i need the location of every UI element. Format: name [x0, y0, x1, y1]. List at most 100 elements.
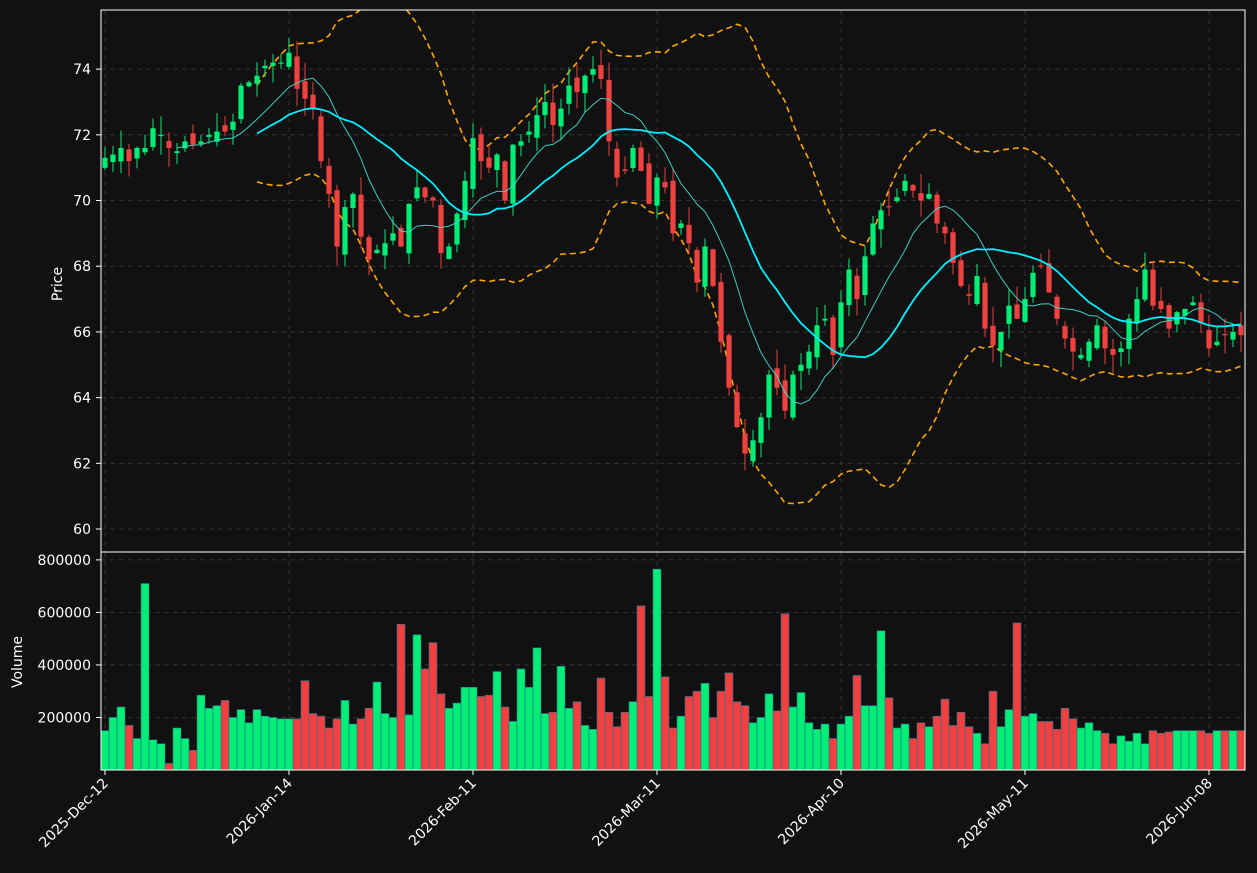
volume-bar: [772, 710, 782, 771]
candle-body: [398, 227, 404, 247]
candle-body: [206, 134, 212, 137]
candle-body: [1086, 341, 1092, 361]
candle-body: [870, 223, 876, 255]
candle-body: [990, 325, 996, 346]
volume-bar: [876, 630, 886, 771]
candle-body: [238, 85, 244, 120]
volume-bar: [804, 722, 814, 771]
candle-body: [550, 102, 556, 125]
candle-body: [1078, 354, 1084, 359]
candle-body: [790, 374, 796, 418]
candle-body: [230, 121, 236, 130]
candle-body: [878, 210, 884, 230]
volume-bar: [1204, 732, 1214, 771]
volume-bar: [868, 705, 878, 771]
candle-body: [294, 56, 300, 89]
volume-bar: [548, 711, 558, 771]
candle-body: [142, 147, 148, 153]
volume-bar: [1212, 730, 1222, 771]
candle-body: [262, 65, 268, 69]
candle-body: [982, 282, 988, 329]
volume-bar: [156, 743, 166, 771]
price-tick-label: 68: [73, 259, 91, 275]
candle-body: [1102, 326, 1108, 349]
volume-bars: [100, 568, 1246, 771]
candle-body: [126, 149, 132, 162]
volume-bar: [556, 665, 566, 771]
candlesticks: [102, 38, 1244, 471]
volume-bar: [372, 681, 382, 771]
volume-bar: [612, 726, 622, 771]
volume-tick-label: 400000: [38, 658, 91, 674]
candle-body: [1046, 263, 1052, 293]
price-tick-label: 64: [73, 391, 91, 407]
candle-body: [254, 75, 260, 84]
volume-bar: [164, 763, 174, 771]
candle-body: [854, 275, 860, 300]
volume-bar: [1140, 743, 1150, 771]
volume-bar: [620, 711, 630, 771]
volume-bar: [140, 583, 150, 771]
candle-body: [910, 185, 916, 191]
volume-bar: [1172, 730, 1182, 771]
volume-bar: [812, 728, 822, 771]
volume-bar: [252, 709, 262, 771]
volume-bar: [100, 730, 110, 771]
price-tick-label: 72: [73, 128, 91, 144]
candle-body: [846, 269, 852, 306]
volume-bar: [1028, 713, 1038, 771]
candle-body: [1214, 341, 1220, 346]
candle-body: [110, 154, 116, 163]
volume-bar: [244, 722, 254, 771]
volume-bar: [500, 706, 510, 771]
volume-bar: [1180, 730, 1190, 771]
price-panel: 60 62 64 66 68 70 72 74 Price: [50, 9, 1246, 553]
volume-bar: [948, 725, 958, 771]
candle-body: [1062, 326, 1068, 339]
candle-body: [190, 133, 196, 145]
candle-body: [702, 246, 708, 287]
volume-bar: [588, 728, 598, 771]
candle-body: [486, 157, 492, 168]
volume-bar: [460, 686, 470, 771]
volume-bar: [980, 743, 990, 771]
price-tick-label: 62: [73, 456, 91, 472]
candle-body: [454, 213, 460, 245]
volume-bar: [132, 738, 142, 771]
candle-body: [462, 180, 468, 221]
volume-bar: [316, 715, 326, 771]
candle-body: [374, 249, 380, 254]
volume-bar: [1132, 732, 1142, 771]
candle-body: [1014, 304, 1020, 319]
candle-body: [318, 116, 324, 162]
candle-body: [582, 75, 588, 94]
volume-bar: [900, 723, 910, 771]
price-tick-label: 70: [73, 194, 91, 210]
candle-body: [198, 141, 204, 144]
price-plot-area: [101, 10, 1245, 552]
volume-bar: [1044, 721, 1054, 771]
candle-body: [406, 203, 412, 254]
volume-bar: [652, 568, 662, 771]
candle-body: [446, 246, 452, 260]
volume-bar: [532, 647, 542, 771]
volume-bar: [284, 718, 294, 771]
price-tick-label: 74: [73, 62, 91, 78]
volume-bar: [396, 623, 406, 771]
volume-bar: [892, 727, 902, 771]
volume-tick-label: 600000: [38, 605, 91, 621]
candle-body: [558, 108, 564, 127]
volume-bar: [220, 700, 230, 771]
volume-bar: [428, 642, 438, 771]
candle-body: [222, 125, 228, 132]
volume-bar: [660, 676, 670, 771]
volume-bar: [1060, 707, 1070, 771]
volume-bar: [724, 672, 734, 771]
volume-bar: [596, 677, 606, 771]
candle-body: [334, 190, 340, 247]
candle-body: [686, 224, 692, 244]
volume-bar: [1084, 722, 1094, 771]
volume-bar: [708, 717, 718, 771]
candle-body: [774, 368, 780, 388]
volume-tick-label: 200000: [38, 710, 91, 726]
